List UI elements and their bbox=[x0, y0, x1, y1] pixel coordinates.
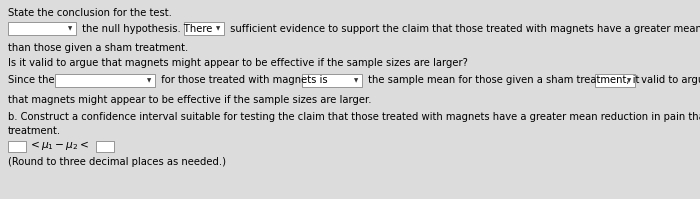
Bar bbox=[184, 22, 224, 35]
Text: the sample mean for those given a sham treatment, it: the sample mean for those given a sham t… bbox=[365, 75, 643, 85]
Text: ▼: ▼ bbox=[147, 78, 151, 83]
Bar bbox=[595, 74, 635, 87]
Bar bbox=[55, 74, 155, 87]
Text: than those given a sham treatment.: than those given a sham treatment. bbox=[8, 43, 188, 53]
Text: (Round to three decimal places as needed.): (Round to three decimal places as needed… bbox=[8, 157, 226, 167]
Bar bbox=[8, 22, 76, 35]
Text: ▼: ▼ bbox=[216, 26, 220, 31]
Text: b. Construct a confidence interval suitable for testing the claim that those tre: b. Construct a confidence interval suita… bbox=[8, 112, 700, 122]
Text: Is it valid to argue that magnets might appear to be effective if the sample siz: Is it valid to argue that magnets might … bbox=[8, 58, 468, 68]
Bar bbox=[302, 74, 362, 87]
Text: valid to argue: valid to argue bbox=[638, 75, 700, 85]
Bar bbox=[96, 141, 114, 152]
Text: the null hypothesis. There: the null hypothesis. There bbox=[79, 24, 216, 34]
Text: $<\mu_1 - \mu_2 <$: $<\mu_1 - \mu_2 <$ bbox=[28, 139, 90, 152]
Text: sufficient evidence to support the claim that those treated with magnets have a : sufficient evidence to support the claim… bbox=[227, 24, 700, 34]
Text: treatment.: treatment. bbox=[8, 126, 61, 136]
Text: Since the: Since the bbox=[8, 75, 57, 85]
Text: ▼: ▼ bbox=[354, 78, 358, 83]
Text: for those treated with magnets is: for those treated with magnets is bbox=[158, 75, 330, 85]
Bar bbox=[8, 141, 26, 152]
Text: ▼: ▼ bbox=[626, 78, 631, 83]
Text: State the conclusion for the test.: State the conclusion for the test. bbox=[8, 8, 172, 18]
Text: ▼: ▼ bbox=[68, 26, 72, 31]
Text: that magnets might appear to be effective if the sample sizes are larger.: that magnets might appear to be effectiv… bbox=[8, 95, 372, 105]
